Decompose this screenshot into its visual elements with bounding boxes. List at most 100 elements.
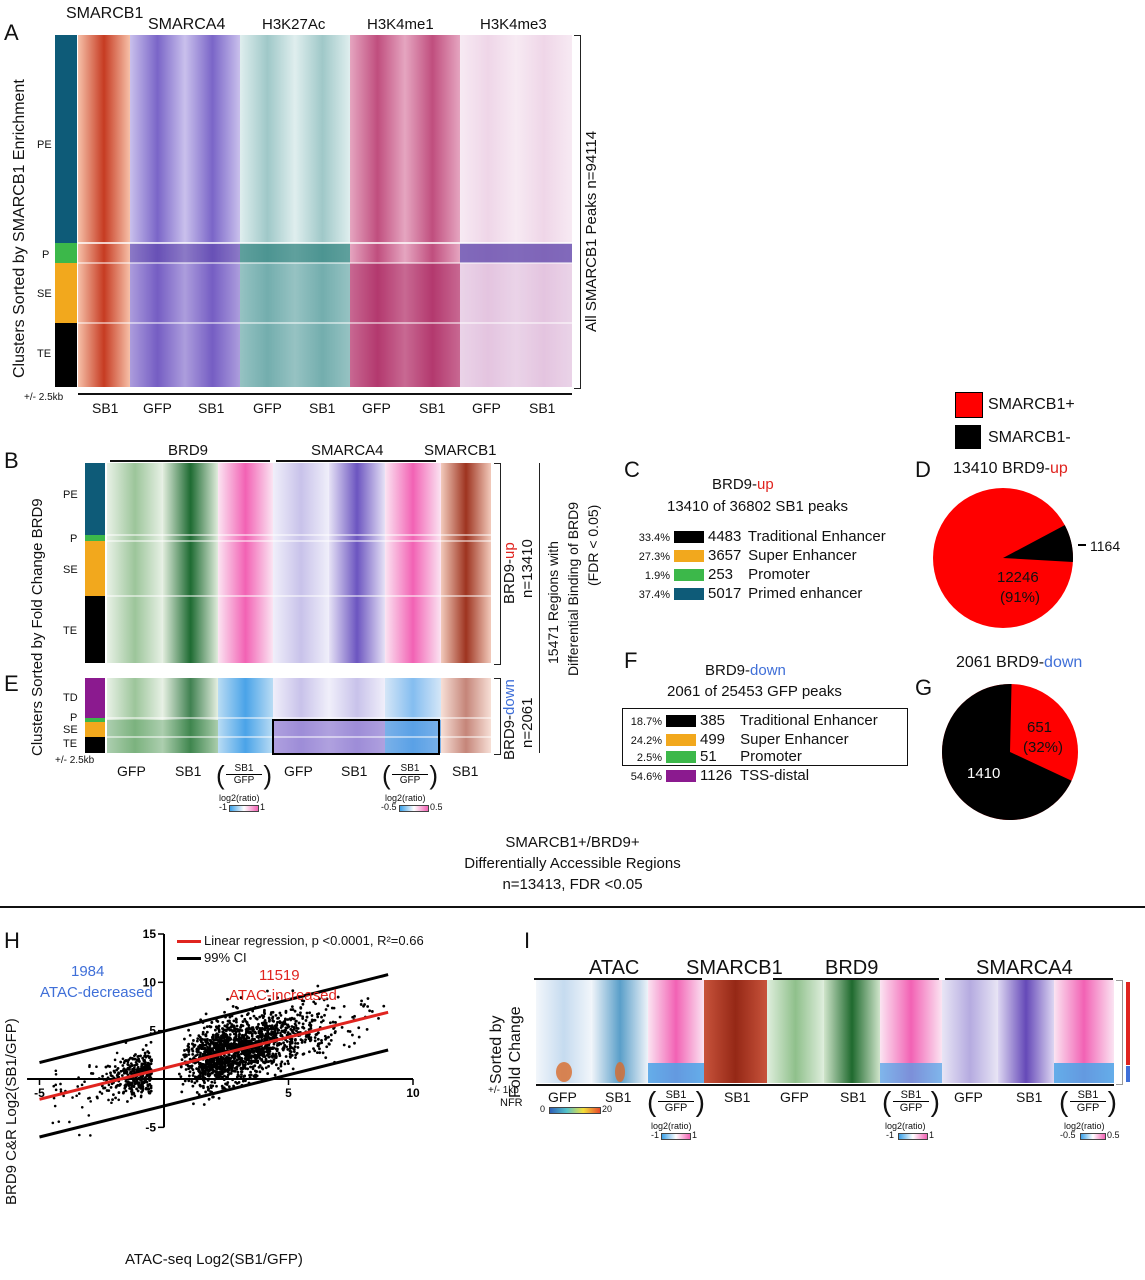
point-decreased: [140, 1079, 143, 1082]
point-increased: [309, 1025, 313, 1028]
i-col-gfp-3: GFP: [954, 1089, 983, 1105]
panel-a-heatmap: [78, 35, 572, 387]
point-increased: [251, 1037, 254, 1041]
point-decreased: [110, 1101, 113, 1105]
point-decreased: [127, 1058, 131, 1062]
point-decreased: [109, 1071, 112, 1075]
i-colorbar-3: [1080, 1133, 1106, 1140]
point-increased: [312, 1000, 316, 1004]
a-col-label-2: GFP: [143, 400, 172, 416]
point-increased: [290, 1041, 294, 1045]
point-increased: [329, 1033, 333, 1037]
point-increased: [266, 1072, 270, 1075]
point-increased: [340, 1026, 344, 1029]
point-increased: [251, 1026, 255, 1029]
point-increased: [257, 1022, 260, 1026]
point-increased: [240, 1014, 244, 1018]
point-decreased: [119, 1060, 123, 1064]
point-increased: [209, 1086, 213, 1090]
point-decreased: [130, 1069, 134, 1073]
point-increased: [325, 1045, 329, 1049]
legend-neg-swatch: [955, 425, 981, 449]
point-increased: [271, 1060, 275, 1063]
panel-b-cluster-se: SE: [63, 564, 78, 576]
point-increased: [260, 1066, 264, 1070]
point-increased: [260, 1036, 264, 1039]
point-increased: [313, 1018, 317, 1022]
point-decreased: [106, 1076, 110, 1080]
i-scale1-max: 1: [692, 1130, 698, 1140]
middle-title-2: Differentially Accessible Regions: [464, 855, 681, 872]
point-increased: [266, 1025, 270, 1029]
point-decreased: [133, 1054, 136, 1058]
point-increased: [250, 1032, 254, 1036]
point-increased: [270, 1027, 273, 1031]
point-increased: [305, 1015, 309, 1019]
point-decreased: [148, 1055, 152, 1059]
e-colorbar-2: [399, 805, 429, 812]
point-increased: [267, 1016, 271, 1020]
point-increased: [309, 1027, 313, 1030]
panel-c-letter: C: [624, 457, 640, 482]
panel-d-neg-n: 1164: [1090, 538, 1121, 554]
panel-a-mark-h3k4me1: H3K4me1: [367, 16, 434, 33]
point-decreased: [134, 1061, 138, 1064]
point-increased: [217, 1061, 221, 1065]
point-decreased: [129, 1056, 132, 1060]
panel-c-title: BRD9-up: [712, 476, 774, 493]
point-decreased: [120, 1074, 124, 1077]
panel-i-brd9-bar: [773, 978, 939, 980]
point-increased: [192, 1071, 196, 1075]
point-decreased: [145, 1074, 149, 1078]
point-increased: [233, 1036, 237, 1040]
point-increased: [283, 1043, 287, 1047]
point-increased: [360, 999, 363, 1003]
panel-c-subtitle: 13410 of 36802 SB1 peaks: [667, 498, 848, 515]
point-increased: [188, 1057, 192, 1061]
point-increased: [226, 1019, 230, 1023]
point-increased: [244, 1063, 247, 1067]
panel-f-subtitle: 2061 of 25453 GFP peaks: [667, 683, 842, 700]
point-increased: [288, 1042, 292, 1046]
panel-i-side-title-1: Sorted by: [488, 1015, 505, 1084]
point-increased: [255, 1061, 259, 1064]
point-increased: [294, 1038, 297, 1041]
point-increased: [267, 1060, 270, 1063]
point-decreased: [133, 1082, 137, 1086]
a-col-smarca4-gfp: [130, 35, 185, 387]
point-increased: [296, 1013, 300, 1017]
point-increased: [310, 1019, 314, 1023]
point-increased: [271, 1035, 275, 1039]
point-increased: [272, 1019, 276, 1023]
e-scale1-max: 1: [260, 802, 266, 812]
point-decreased: [101, 1074, 104, 1078]
point-increased: [262, 1060, 266, 1064]
point-increased: [279, 1069, 283, 1073]
e-col-gfp-1: GFP: [117, 763, 146, 779]
point-increased: [226, 1047, 230, 1050]
point-increased: [330, 1006, 334, 1010]
point-increased: [223, 1069, 227, 1073]
point-increased: [214, 1070, 218, 1074]
point-increased: [281, 1021, 284, 1025]
point-decreased: [52, 1084, 56, 1088]
point-decreased: [143, 1051, 147, 1055]
point-decreased: [59, 1082, 62, 1086]
point-decreased: [87, 1114, 91, 1117]
point-increased: [315, 1051, 319, 1055]
point-increased: [272, 1042, 276, 1046]
panel-a-right-label: All SMARCB1 Peaks n=94114: [583, 130, 600, 332]
point-increased: [301, 1025, 305, 1029]
panel-d-title: 13410 BRD9-up: [953, 460, 1068, 477]
point-decreased: [141, 1056, 145, 1060]
point-increased: [202, 1044, 205, 1047]
point-increased: [324, 1056, 328, 1060]
point-increased: [279, 1042, 283, 1046]
point-decreased: [139, 1085, 143, 1089]
point-increased: [235, 1065, 239, 1069]
point-increased: [250, 1060, 254, 1064]
point-increased: [318, 1051, 322, 1055]
a-col-h3k4me3-sb1: [516, 35, 572, 387]
point-increased: [315, 1032, 319, 1036]
point-increased: [182, 1053, 186, 1057]
